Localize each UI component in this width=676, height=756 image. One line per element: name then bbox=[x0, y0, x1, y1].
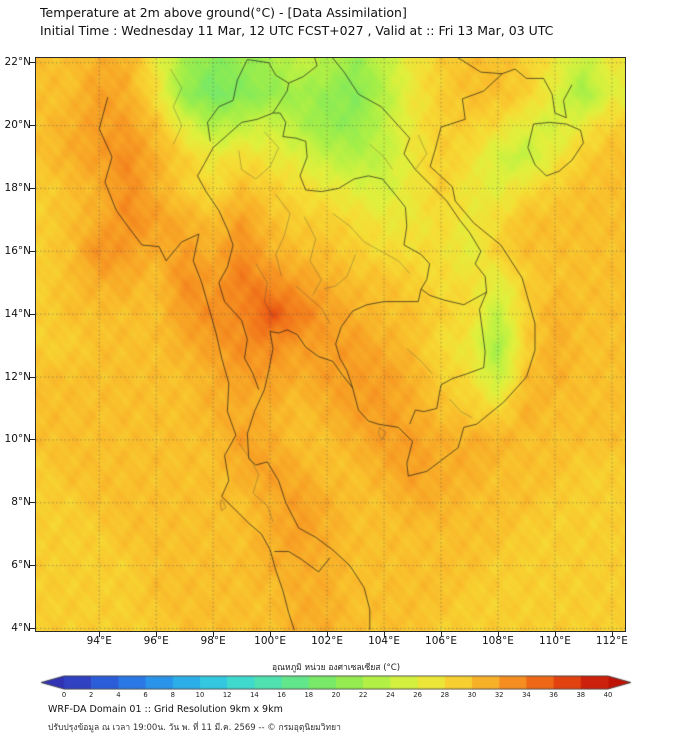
footer-domain-info: WRF-DA Domain 01 :: Grid Resolution 9km … bbox=[48, 704, 283, 715]
x-axis-tickmark bbox=[213, 632, 215, 637]
y-axis-tickmark bbox=[30, 627, 35, 629]
colorbar-tick-labels: 0 2 4 6 8 10 12 14 16 18 20 22 24 26 28 30 32 34 36 38 40 bbox=[40, 691, 632, 701]
chart-subtitle: Initial Time : Wednesday 11 Mar, 12 UTC … bbox=[40, 23, 554, 38]
y-axis-tickmark bbox=[30, 250, 35, 252]
colorbar-tick-label: 28 bbox=[440, 691, 450, 699]
footer-update-info: ปรับปรุงข้อมูล ณ เวลา 19:00น. วัน พ. ที่… bbox=[48, 723, 341, 733]
x-axis-tick-label: 106°E bbox=[425, 635, 457, 647]
y-axis-tickmark bbox=[30, 125, 35, 127]
x-axis-tick-label: 102°E bbox=[311, 635, 344, 647]
colorbar-tick-label: 10 bbox=[195, 691, 205, 699]
chart-title: Temperature at 2m above ground(°C) - [Da… bbox=[40, 5, 407, 20]
colorbar-tick-label: 22 bbox=[358, 691, 368, 699]
x-axis-tick-label: 98°E bbox=[200, 635, 226, 647]
x-axis-tick-label: 96°E bbox=[143, 635, 169, 647]
x-axis-tick-label: 100°E bbox=[254, 635, 287, 647]
temperature-heatmap-canvas bbox=[36, 58, 625, 631]
x-axis-tickmark bbox=[497, 632, 499, 637]
colorbar-tick-label: 26 bbox=[413, 691, 422, 699]
y-axis-tick-label: 22°N bbox=[4, 56, 31, 69]
x-axis-tick-label: 112°E bbox=[595, 635, 628, 647]
y-axis-tick-label: 16°N bbox=[4, 244, 31, 257]
colorbar-tick-label: 38 bbox=[576, 691, 586, 699]
x-axis-tickmark bbox=[441, 632, 442, 637]
y-axis-tickmark bbox=[30, 376, 35, 378]
x-axis-tick-label: 104°E bbox=[368, 635, 400, 647]
x-axis-tick-label: 94°E bbox=[86, 635, 112, 647]
colorbar-tick-label: 40 bbox=[603, 691, 613, 699]
y-axis-tick-label: 20°N bbox=[4, 119, 31, 132]
y-axis-tick-label: 18°N bbox=[4, 181, 31, 194]
y-axis-tick-label: 12°N bbox=[4, 370, 31, 383]
x-axis-tickmark bbox=[99, 632, 101, 637]
plot-frame bbox=[35, 57, 626, 632]
colorbar-tick-label: 12 bbox=[222, 691, 232, 699]
x-axis-tick-label: 110°E bbox=[538, 635, 571, 647]
colorbar-tick-label: 20 bbox=[331, 691, 341, 699]
colorbar-tick-label: 4 bbox=[116, 691, 121, 699]
y-axis-tickmark bbox=[30, 565, 35, 567]
x-axis-tickmark bbox=[611, 632, 613, 637]
colorbar-tick-label: 36 bbox=[549, 691, 558, 699]
colorbar-tick-label: 8 bbox=[170, 691, 175, 699]
colorbar-tick-label: 34 bbox=[522, 691, 531, 699]
colorbar-canvas bbox=[40, 675, 632, 690]
y-axis-tick-label: 6°N bbox=[11, 559, 31, 572]
x-axis-tickmark bbox=[327, 632, 329, 637]
colorbar-tick-label: 32 bbox=[494, 691, 504, 699]
y-axis-tickmark bbox=[30, 62, 35, 64]
y-axis-tick-label: 4°N bbox=[11, 621, 31, 634]
y-axis-tickmark bbox=[30, 502, 35, 504]
colorbar-tick-label: 24 bbox=[386, 691, 395, 699]
colorbar-title: อุณหภูมิ หน่วย องศาเซลเซียส (°C) bbox=[271, 663, 401, 673]
y-axis-tickmark bbox=[30, 439, 35, 441]
colorbar-tick-label: 14 bbox=[250, 691, 259, 699]
colorbar-tick-label: 0 bbox=[61, 691, 67, 699]
colorbar-tick-label: 18 bbox=[304, 691, 314, 699]
colorbar-tick-label: 16 bbox=[277, 691, 286, 699]
y-axis-tickmark bbox=[30, 313, 35, 315]
colorbar-tick-label: 2 bbox=[89, 691, 94, 699]
x-axis-tickmark bbox=[384, 632, 386, 637]
colorbar-tick-label: 30 bbox=[467, 691, 477, 699]
x-axis-tickmark bbox=[554, 632, 556, 637]
x-axis-tick-label: 108°E bbox=[482, 635, 514, 647]
y-axis-tick-label: 10°N bbox=[4, 433, 31, 446]
y-axis-tick-label: 8°N bbox=[11, 496, 31, 509]
x-axis-tickmark bbox=[156, 632, 158, 637]
y-axis-tickmark bbox=[30, 187, 35, 189]
x-axis-tickmark bbox=[270, 632, 272, 637]
colorbar-tick-label: 6 bbox=[143, 691, 148, 699]
y-axis-tick-label: 14°N bbox=[4, 307, 31, 320]
